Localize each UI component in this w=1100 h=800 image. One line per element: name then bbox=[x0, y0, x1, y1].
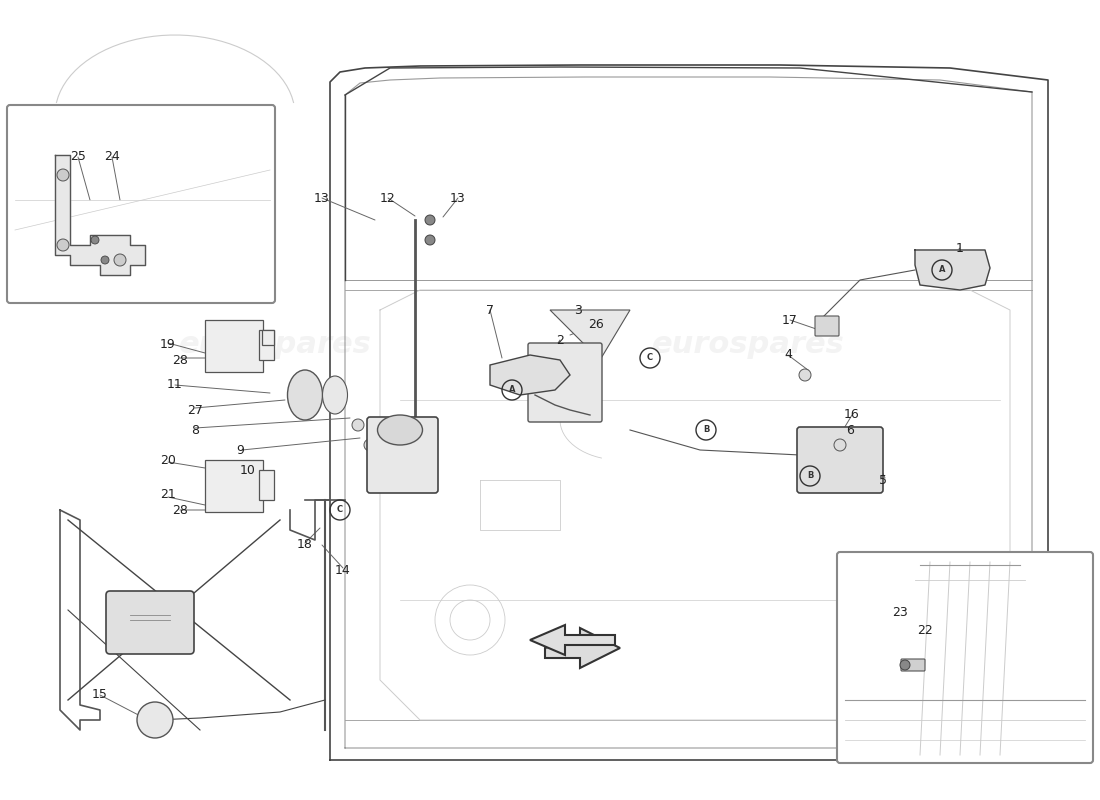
FancyBboxPatch shape bbox=[837, 552, 1093, 763]
Ellipse shape bbox=[377, 415, 422, 445]
Text: 23: 23 bbox=[892, 606, 907, 618]
Text: 16: 16 bbox=[844, 409, 860, 422]
Circle shape bbox=[352, 419, 364, 431]
Text: 18: 18 bbox=[297, 538, 312, 551]
Text: 9: 9 bbox=[236, 443, 244, 457]
Text: 2: 2 bbox=[557, 334, 564, 346]
Text: 8: 8 bbox=[191, 423, 199, 437]
Text: eurospares: eurospares bbox=[178, 330, 372, 358]
Text: 10: 10 bbox=[240, 463, 256, 477]
Circle shape bbox=[91, 236, 99, 244]
Polygon shape bbox=[55, 155, 145, 275]
Text: 27: 27 bbox=[187, 403, 202, 417]
Text: 3: 3 bbox=[574, 303, 582, 317]
FancyBboxPatch shape bbox=[367, 417, 438, 493]
FancyBboxPatch shape bbox=[798, 427, 883, 493]
Polygon shape bbox=[915, 250, 990, 290]
Text: eurospares: eurospares bbox=[651, 330, 845, 358]
Polygon shape bbox=[530, 625, 615, 655]
Text: 7: 7 bbox=[486, 303, 494, 317]
Polygon shape bbox=[550, 310, 630, 360]
Text: 13: 13 bbox=[315, 191, 330, 205]
Bar bbox=[258, 330, 274, 360]
Circle shape bbox=[834, 439, 846, 451]
Polygon shape bbox=[544, 628, 620, 668]
Text: 13: 13 bbox=[450, 191, 466, 205]
Text: 1: 1 bbox=[956, 242, 964, 254]
Text: 11: 11 bbox=[167, 378, 183, 391]
Ellipse shape bbox=[287, 370, 322, 420]
Text: 22: 22 bbox=[917, 623, 933, 637]
Circle shape bbox=[57, 239, 69, 251]
Text: 12: 12 bbox=[381, 191, 396, 205]
Text: 14: 14 bbox=[336, 563, 351, 577]
Bar bbox=[205, 460, 263, 512]
Text: 5: 5 bbox=[879, 474, 887, 486]
Circle shape bbox=[364, 439, 376, 451]
Text: 4: 4 bbox=[784, 349, 792, 362]
Bar bbox=[205, 320, 263, 372]
Bar bbox=[258, 470, 274, 500]
FancyBboxPatch shape bbox=[7, 105, 275, 303]
Text: 25: 25 bbox=[70, 150, 86, 163]
Text: A: A bbox=[508, 386, 515, 394]
Circle shape bbox=[57, 169, 69, 181]
Circle shape bbox=[114, 254, 126, 266]
FancyBboxPatch shape bbox=[901, 659, 925, 671]
Text: 20: 20 bbox=[161, 454, 176, 466]
FancyBboxPatch shape bbox=[528, 343, 602, 422]
Circle shape bbox=[900, 660, 910, 670]
Text: 6: 6 bbox=[846, 423, 854, 437]
FancyBboxPatch shape bbox=[106, 591, 194, 654]
Text: 17: 17 bbox=[782, 314, 797, 326]
Circle shape bbox=[101, 256, 109, 264]
Text: 24: 24 bbox=[104, 150, 120, 163]
Text: 28: 28 bbox=[172, 354, 188, 366]
Text: A: A bbox=[938, 266, 945, 274]
Text: 26: 26 bbox=[588, 318, 604, 331]
Text: 21: 21 bbox=[161, 489, 176, 502]
Circle shape bbox=[425, 235, 435, 245]
Circle shape bbox=[138, 702, 173, 738]
Text: B: B bbox=[806, 471, 813, 481]
Text: C: C bbox=[647, 354, 653, 362]
Text: 28: 28 bbox=[172, 503, 188, 517]
FancyBboxPatch shape bbox=[815, 316, 839, 336]
Text: B: B bbox=[703, 426, 710, 434]
Bar bbox=[262, 330, 274, 345]
Text: C: C bbox=[337, 506, 343, 514]
Circle shape bbox=[425, 215, 435, 225]
Text: 15: 15 bbox=[92, 689, 108, 702]
Polygon shape bbox=[490, 355, 570, 395]
Circle shape bbox=[799, 369, 811, 381]
Text: 19: 19 bbox=[161, 338, 176, 351]
Ellipse shape bbox=[322, 376, 348, 414]
